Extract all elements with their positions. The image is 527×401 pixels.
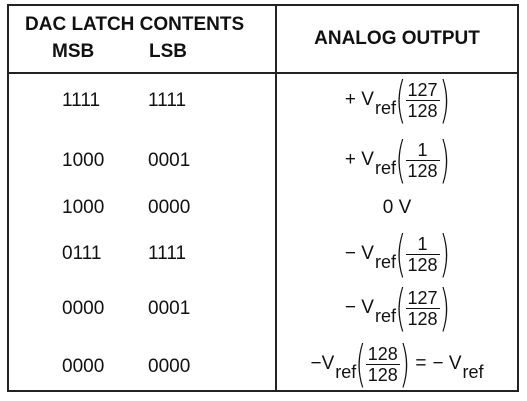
paren-close: ) [438, 279, 450, 337]
sign-vref: + V [344, 149, 374, 170]
row-msb: 0111 [62, 243, 102, 264]
header-lsb: LSB [149, 41, 187, 62]
analog-output: − V ref ( 1 128 ) [275, 226, 519, 282]
analog-output: −V ref ( 128 128 ) = − V ref [275, 336, 519, 392]
fraction: 127 128 [405, 79, 440, 121]
numerator: 127 [407, 287, 438, 308]
rhs-vref: − V [432, 353, 462, 374]
denominator: 128 [405, 307, 440, 329]
subscript: ref [374, 97, 396, 118]
row-lsb: 1111 [148, 243, 187, 264]
dac-output-table: DAC LATCH CONTENTS MSB LSB ANALOG OUTPUT… [7, 4, 519, 392]
paren-open: ( [395, 131, 407, 189]
header-latch-contents: DAC LATCH CONTENTS [25, 14, 245, 35]
row-msb: 1000 [62, 150, 105, 171]
analog-output: + V ref ( 1 128 ) [275, 132, 519, 188]
paren-close: ) [399, 335, 410, 393]
row-msb: 1111 [62, 90, 101, 111]
header-msb: MSB [52, 41, 95, 62]
fraction: 1 128 [405, 139, 440, 181]
paren-open: ( [395, 71, 407, 129]
denominator: 128 [405, 99, 440, 121]
paren-close: ) [438, 131, 450, 189]
subscript: ref [374, 305, 396, 326]
row-lsb: 0001 [148, 150, 191, 171]
row-msb: 0000 [62, 298, 105, 319]
subscript: ref [374, 157, 396, 178]
analog-output: − V ref ( 127 128 ) [275, 280, 519, 336]
numerator: 127 [407, 79, 438, 100]
denominator: 128 [365, 363, 400, 385]
numerator: 1 [417, 233, 428, 254]
header-analog-output: ANALOG OUTPUT [314, 28, 480, 49]
fraction: 127 128 [405, 287, 440, 329]
sign-vref: + V [344, 89, 374, 110]
fraction: 1 128 [405, 233, 440, 275]
paren-open: ( [355, 335, 367, 393]
row-msb: 0000 [62, 356, 105, 377]
subscript: ref [335, 361, 357, 382]
denominator: 128 [405, 159, 440, 181]
numerator: 128 [367, 343, 398, 364]
analog-output: + V ref ( 127 128 ) [275, 72, 519, 128]
paren-close: ) [438, 71, 450, 129]
row-lsb: 0000 [148, 197, 191, 218]
equals-sign: = [415, 353, 427, 374]
row-msb: 1000 [62, 197, 105, 218]
header-divider [9, 72, 517, 74]
sign-vref: −V [310, 353, 335, 374]
subscript: ref [374, 251, 396, 272]
denominator: 128 [405, 253, 440, 275]
paren-close: ) [438, 225, 450, 283]
row-lsb: 0001 [148, 298, 191, 319]
fraction: 128 128 [365, 343, 400, 385]
numerator: 1 [417, 139, 428, 160]
paren-open: ( [395, 279, 407, 337]
column-divider [275, 6, 277, 390]
paren-open: ( [395, 225, 407, 283]
row-lsb: 1111 [148, 90, 187, 111]
row-lsb: 0000 [148, 356, 191, 377]
analog-output: 0 V [275, 188, 519, 228]
rhs-subscript: ref [462, 361, 484, 382]
zero-volts: 0 V [382, 197, 412, 218]
sign-vref: − V [344, 297, 374, 318]
sign-vref: − V [344, 243, 374, 264]
